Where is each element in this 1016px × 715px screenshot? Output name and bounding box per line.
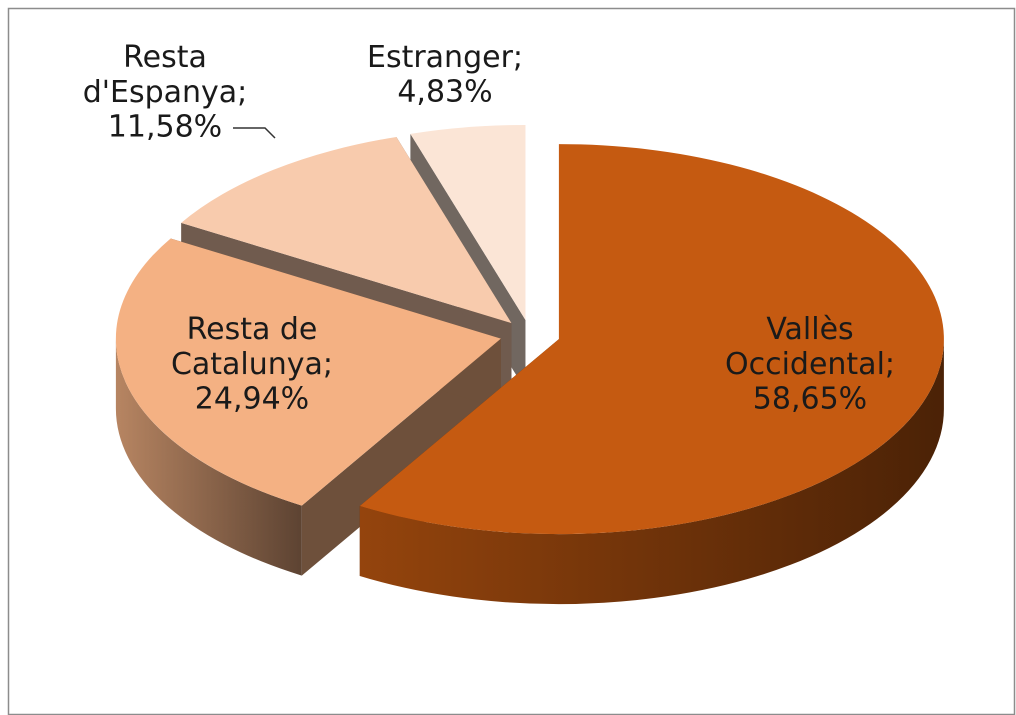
data-label-value: 58,65% [753,382,867,417]
slice-top [410,124,526,320]
slice-outer-wall [115,338,302,576]
slice-top [181,136,512,324]
data-label-category: Vallès Occidental; [725,312,895,382]
data-label-value: 11,58% [108,110,222,145]
slice [359,144,944,605]
slice-top [115,238,501,506]
data-label-category: Estranger; [367,40,523,75]
pie [115,124,944,605]
data-label-category: Resta d'Espanya; [83,40,248,110]
label-line: Occidental; [725,347,895,382]
label-line: Catalunya; [171,347,333,382]
data-label-value: 4,83% [397,75,492,110]
labels: Vallès Occidental;58,65% Resta de Catalunya… [83,40,895,417]
label-line: Resta [123,40,207,75]
data-label-value: 24,94% [195,382,309,417]
slice-radial-wall [301,338,501,576]
slice-top [359,144,944,535]
leader-line [233,127,276,139]
label-line: d'Espanya; [83,75,248,110]
label-line: Resta de [187,312,318,347]
data-label-category: Resta de Catalunya; [171,312,333,382]
label-line: Vallès [766,312,853,347]
slice-outer-wall [359,339,944,605]
label-line: Estranger; [367,40,523,75]
slice [115,238,501,576]
